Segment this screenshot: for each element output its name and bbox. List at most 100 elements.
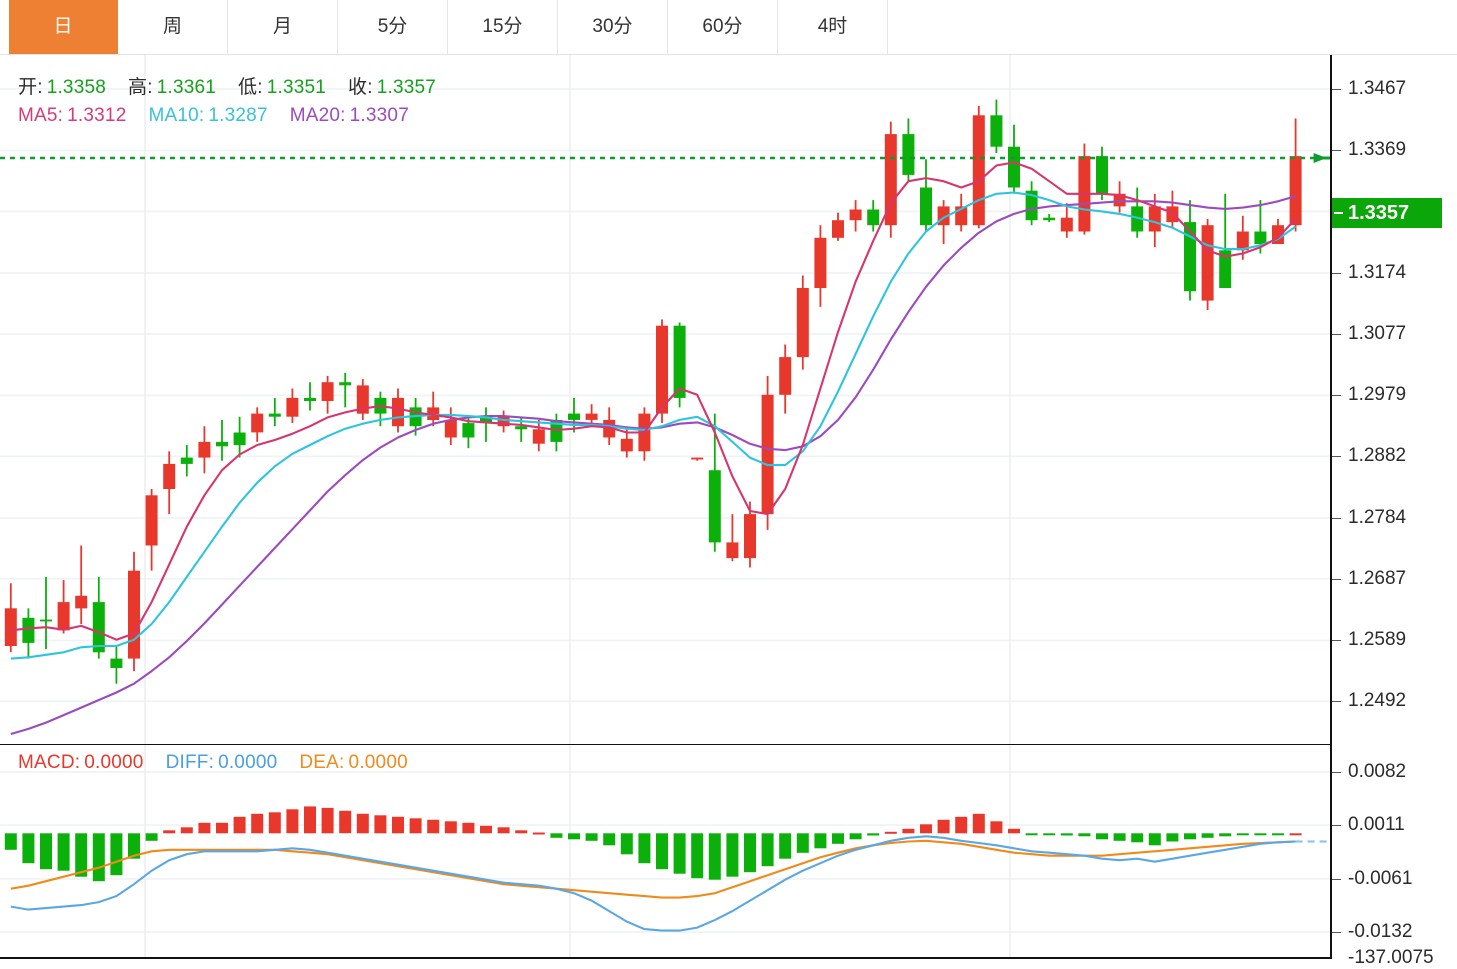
macd-histogram-bar [832,833,844,844]
candle [585,404,598,424]
candle [198,426,211,474]
macd-histogram-bar [1043,833,1056,836]
macd-histogram-bar [532,832,545,835]
macd-label: MACD: [18,752,81,773]
macd-legend: MACD: 0.0000 DIFF: 0.0000 DEA: 0.0000 [18,752,412,774]
close-label: 收: [348,77,373,98]
macd-histogram-bar [1201,833,1214,838]
macd-chart-panel[interactable] [0,745,1330,959]
axis-tick [1332,333,1341,335]
candle [22,608,35,659]
candle [832,212,844,241]
candle [796,275,809,370]
macd-histogram-bar [216,822,228,834]
candle [779,344,792,414]
candle [955,193,968,232]
macd-histogram-bar [990,821,1003,834]
macd-histogram-bar [902,828,915,834]
macd-histogram-bar [409,818,422,834]
macd-histogram-bar [1025,833,1038,836]
ma5-label: MA5: [18,105,64,126]
macd-histogram-bar [251,813,264,834]
price-axis-label-10: 1.2492 [1348,690,1407,712]
timeframe-tab-label: 15分 [482,16,523,37]
candle [867,200,880,232]
macd-histogram-bar [779,833,792,859]
macd-histogram-bar [620,833,633,855]
timeframe-tab-0[interactable]: 日 [8,0,118,54]
candle [75,545,88,625]
timeframe-tab-1[interactable]: 周 [118,0,228,54]
macd-histogram-bar [110,833,123,876]
timeframe-tab-4[interactable]: 15分 [448,0,558,54]
candle [444,407,457,446]
macd-histogram-bar [40,833,52,870]
candle [761,375,774,530]
macd-histogram-bar [744,833,756,873]
candle [304,382,316,411]
candle [726,514,739,562]
macd-histogram-bar [638,833,651,864]
macd-histogram-bar [92,833,105,882]
macd-histogram-bar [22,833,35,864]
candle [392,388,404,433]
macd-histogram-bar [145,833,158,841]
macd-histogram-bar [867,833,880,836]
timeframe-tab-label: 月 [272,16,292,37]
candle [427,391,440,427]
candle [339,372,352,408]
macd-axis-label-3: -0.0132 [1348,921,1413,943]
candle [744,501,756,568]
macd-histogram-bar [427,819,440,834]
timeframe-tab-6[interactable]: 60分 [668,0,778,54]
macd-histogram-bar [937,819,950,834]
macd-histogram-bar [796,833,809,853]
candle [57,580,70,634]
macd-histogram-bar [1254,833,1267,836]
macd-histogram-bar [1131,833,1144,843]
value-axis: 1.34671.33691.32721.31741.30771.29791.28… [1330,55,1457,968]
candle [1289,118,1302,232]
timeframe-tab-label: 5分 [377,16,408,37]
axis-tick [1332,150,1341,152]
macd-histogram-bar [163,830,176,834]
candle [691,457,704,461]
macd-histogram-bar [550,833,563,838]
price-chart-svg [0,55,1330,744]
candle [4,583,17,653]
dea-line [10,839,1296,899]
axis-tick [1332,640,1341,642]
macd-histogram-bar [849,833,862,840]
diff-label: DIFF: [165,752,215,773]
macd-histogram-bar [1096,833,1108,840]
candle [1043,213,1056,223]
candle [656,319,668,424]
timeframe-tab-3[interactable]: 5分 [338,0,448,54]
ma20-label: MA20: [289,105,346,126]
axis-tick [1332,825,1341,827]
axis-tick [1332,395,1341,397]
macd-histogram-bar [392,816,404,834]
ohlc-legend: 开: 1.3358 高: 1.3361 低: 1.3351 收: 1.3357 [18,72,440,99]
axis-tick [1332,517,1341,519]
open-value: 1.3358 [46,77,107,98]
diff-line [10,835,1296,932]
timeframe-tab-5[interactable]: 30分 [558,0,668,54]
macd-histogram-bar [814,833,827,849]
macd-histogram-bar [57,833,70,871]
open-label: 开: [18,77,43,98]
high-label: 高: [128,77,153,98]
timeframe-tab-7[interactable]: 4时 [778,0,888,54]
timeframe-tab-2[interactable]: 月 [228,0,338,54]
axis-tick [1332,456,1341,458]
macd-histogram-bar [497,827,510,834]
candle [497,410,510,433]
candle [286,388,299,424]
macd-histogram-bar [656,833,668,870]
candle [163,451,176,515]
timeframe-tabs[interactable]: 日 周 月 5分 15分 30分 60分 4时 [8,0,888,55]
price-axis-label-3: 1.3174 [1348,261,1407,283]
candle [40,576,52,650]
price-chart-panel[interactable] [0,55,1330,744]
candle [673,322,686,408]
